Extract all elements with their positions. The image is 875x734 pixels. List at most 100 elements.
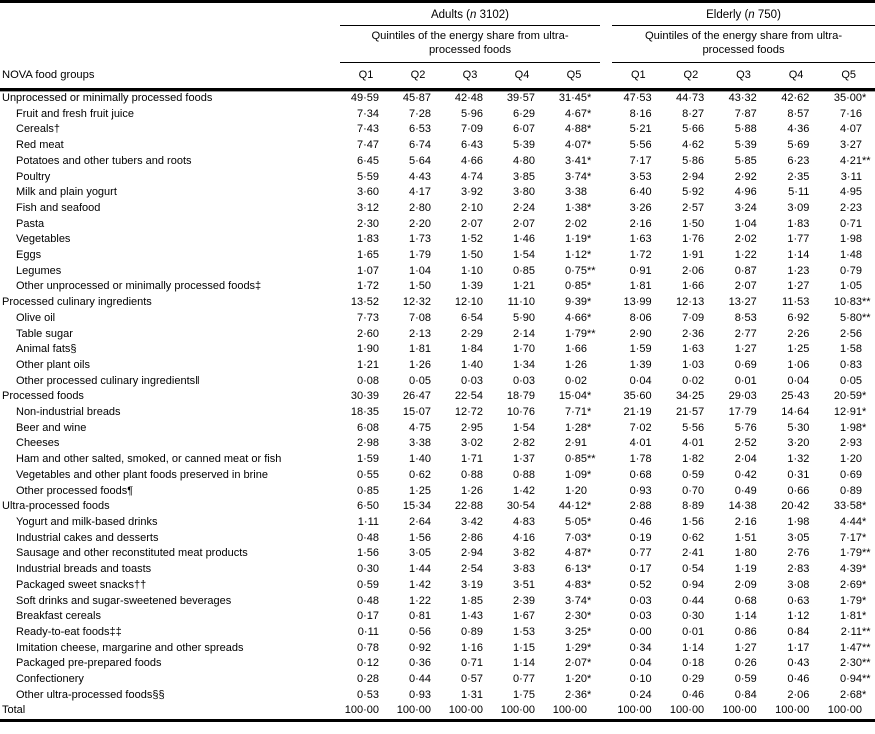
value-cell: 7·43 [356,123,379,136]
value-cell: 0·53 [356,688,379,701]
value-cell: 0·56 [408,625,431,638]
value-cell: 0·48 [356,594,379,607]
value-cell: 0·05 [839,374,862,387]
value-cell: 1·81 [408,343,431,356]
table-row: Olive oil 7·73 7·08 6·54 5·90 4·66* 8·06 7·09 8… [0,311,875,327]
group-gap [600,531,612,547]
value-cell: 3·51 [512,578,535,591]
value-cell: 3·41* [564,154,592,167]
value-cell: 18·35 [350,406,379,419]
value-cell: 100·00 [344,704,379,717]
table-row: Pasta 2·30 2·20 2·07 2·07 2·02 2·16 1·50 1·04 1·… [0,217,875,233]
value-cell: 30·54 [506,500,535,513]
value-cell: 2·77 [734,327,757,340]
elderly-q3-header: Q3 [717,62,770,91]
value-cell: 1·79** [564,327,596,340]
value-cell: 3·11 [840,170,862,183]
value-cell: 7·08 [408,311,431,324]
value-cell: 7·17 [629,154,652,167]
value-cell: 0·94** [839,673,871,686]
table-row: Beer and wine 6·08 4·75 2·95 1·54 1·28* 7·02 5… [0,421,875,437]
table-row: Industrial cakes and desserts 0·48 1·56 2·… [0,531,875,547]
food-group-label: Ham and other salted, smoked, or canned … [16,453,282,466]
value-cell: 42·62 [781,92,810,104]
value-cell: 6·23 [787,154,810,167]
value-cell: 3·85 [512,170,535,183]
value-cell: 1·98 [839,233,862,246]
value-cell: 2·92 [734,170,757,183]
food-group-label: Fish and seafood [16,201,101,214]
value-cell: 2·80 [408,201,431,214]
value-cell: 2·36* [564,688,592,701]
value-cell: 3·38 [564,186,587,199]
value-cell: 2·11** [840,625,871,638]
value-cell: 6·54 [460,311,483,324]
value-cell: 0·17 [629,563,652,576]
group-gap [600,374,612,390]
group-gap [600,358,612,374]
value-cell: 0·83 [839,358,862,371]
table-row: Total 100·00 100·00 100·00 100·00 100·00 100·… [0,703,875,720]
value-cell: 1·20 [564,484,587,497]
value-cell: 8·27 [682,107,705,120]
food-group-label: Milk and plain yogurt [16,186,117,199]
value-cell: 7·17* [839,531,867,544]
value-cell: 18·79 [506,390,535,403]
value-cell: 5·56 [682,421,705,434]
value-cell: 0·77 [512,673,535,686]
value-cell: 0·52 [629,578,652,591]
group-gap [600,138,612,154]
value-cell: 0·68 [629,468,652,481]
value-cell: 0·10 [629,673,652,686]
value-cell: 7·03* [564,531,592,544]
food-group-label: Vegetables and other plant foods preserv… [16,468,268,481]
table-row: Processed foods 30·39 26·47 22·54 18·79 15·0… [0,389,875,405]
value-cell: 5·90 [512,311,535,324]
table-row: Vegetables 1·83 1·73 1·52 1·46 1·19* 1·63 1·76… [0,232,875,248]
value-cell: 5·39 [512,139,535,152]
value-cell: 5·30 [787,421,810,434]
value-cell: 15·34 [402,500,431,513]
value-cell: 1·63 [682,343,705,356]
value-cell: 2·06 [787,688,810,701]
value-cell: 6·08 [356,421,379,434]
value-cell: 2·52 [734,437,757,450]
value-cell: 1·98 [787,515,810,528]
value-cell: 0·69 [734,358,757,371]
value-cell: 0·44 [682,594,705,607]
value-cell: 1·23 [787,264,810,277]
value-cell: 3·38 [408,437,431,450]
value-cell: 1·21 [512,280,535,293]
value-cell: 100·00 [617,704,652,717]
food-group-label: Other ultra-processed foods§§ [16,688,165,701]
value-cell: 0·62 [682,531,705,544]
value-cell: 1·26 [564,358,587,371]
value-cell: 2·13 [408,327,431,340]
table-row: Ultra-processed foods 6·50 15·34 22·88 30·5… [0,499,875,515]
value-cell: 0·59 [356,578,379,591]
value-cell: 0·42 [734,468,757,481]
value-cell: 4·36 [787,123,810,136]
value-cell: 1·14 [512,657,535,670]
food-group-label: Processed culinary ingredients [2,296,152,309]
value-cell: 1·90 [356,343,379,356]
value-cell: 2·02 [734,233,757,246]
value-cell: 3·09 [787,201,810,214]
value-cell: 2·09 [734,578,757,591]
table-row: Sausage and other reconstituted meat pro… [0,546,875,562]
value-cell: 1·66 [682,280,705,293]
food-group-label: Other processed foods¶ [16,484,134,497]
value-cell: 100·00 [396,704,431,717]
value-cell: 0·46 [629,515,652,528]
group-gap [600,170,612,186]
value-cell: 1·28* [564,421,592,434]
value-cell: 1·56 [356,547,379,560]
value-cell: 1·39 [460,280,483,293]
value-cell: 2·91 [564,437,587,450]
adults-q4-header: Q4 [496,62,548,91]
value-cell: 2·07 [734,280,757,293]
value-cell: 2·07 [512,217,535,230]
food-group-label: Other plant oils [16,358,90,371]
value-cell: 2·39 [512,594,535,607]
table-row: Cereals† 7·43 6·53 7·09 6·07 4·88* 5·21 5·66 5·… [0,122,875,138]
